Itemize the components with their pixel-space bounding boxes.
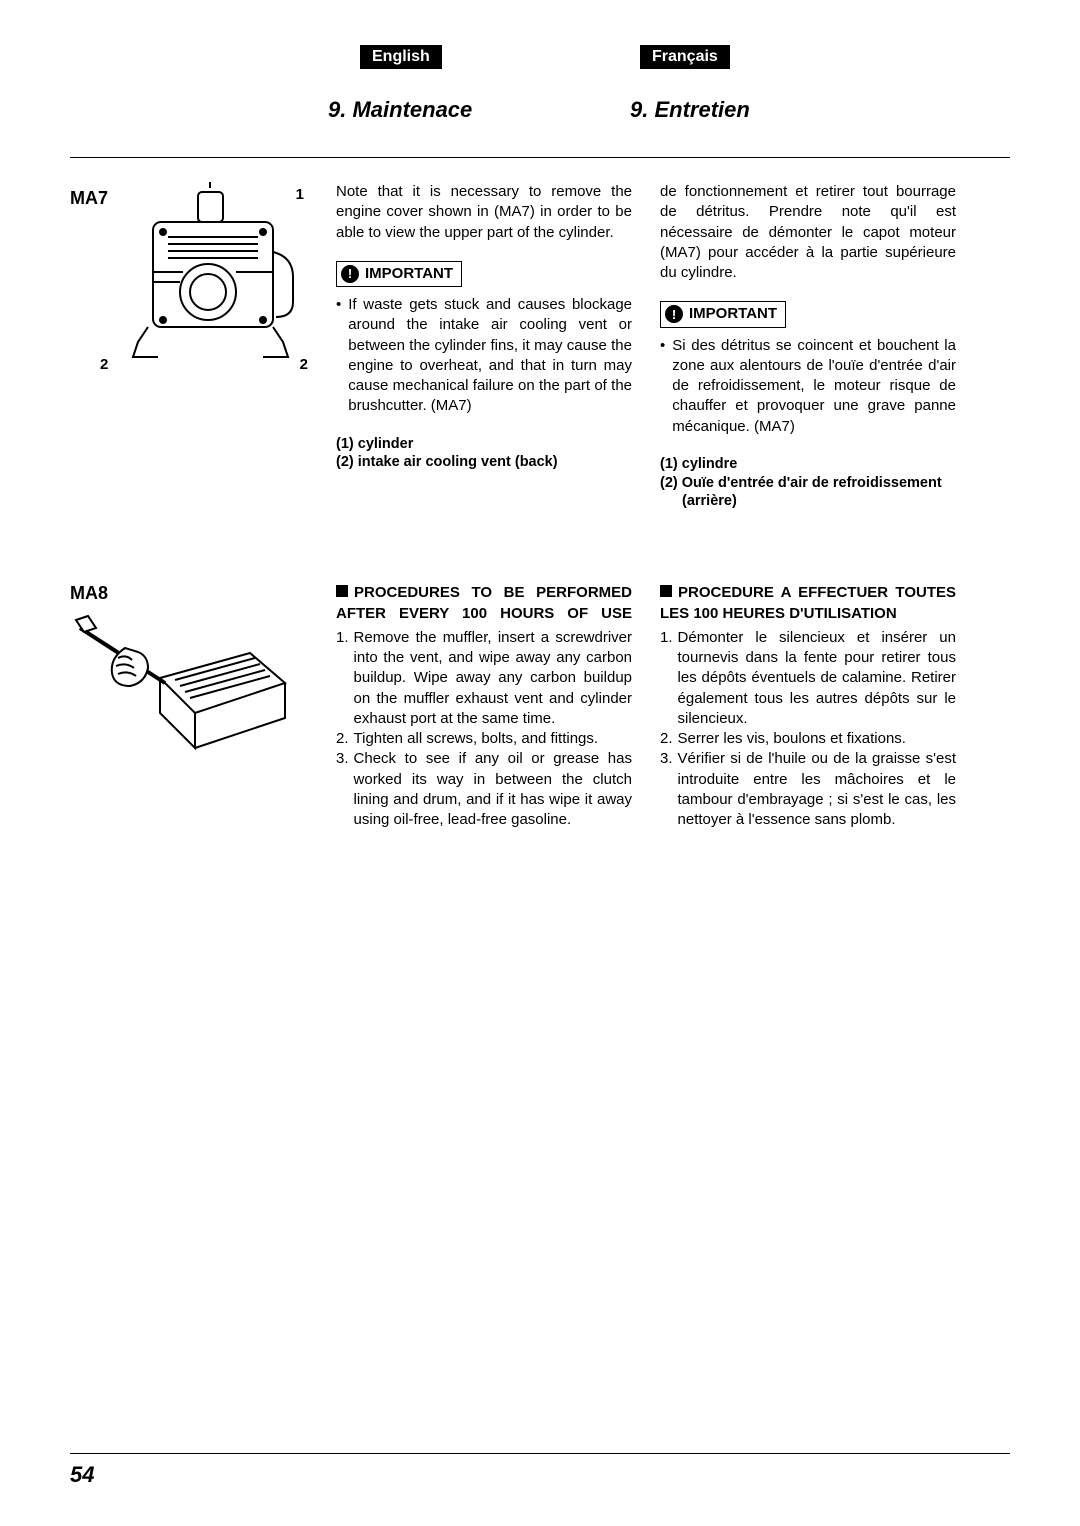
figure-ma8-column: MA8 <box>70 583 308 773</box>
list-number: 1. <box>660 628 673 729</box>
fr-step-1: 1.Démonter le silencieux et insérer un t… <box>660 628 956 729</box>
fr-note: de fonctionnement et retirer tout bourra… <box>660 182 956 283</box>
en-step-1: 1.Remove the muffler, insert a screwdriv… <box>336 628 632 729</box>
section-title-fr: 9. Entretien <box>630 97 750 123</box>
fr-warning-text: Si des détritus se coincent et bouchent … <box>672 336 956 437</box>
fr-legend-1: (1) cylindre <box>660 455 956 474</box>
language-header: English Français <box>70 45 1010 71</box>
top-rule <box>70 157 1010 158</box>
en-note: Note that it is necessary to remove the … <box>336 182 632 243</box>
en-legend-2: (2) intake air cooling vent (back) <box>336 453 632 472</box>
fr-step-2: 2.Serrer les vis, boulons et fixations. <box>660 729 956 749</box>
lang-badge-english: English <box>360 45 442 69</box>
figure-label-ma8: MA8 <box>70 583 308 604</box>
en-step-2: 2.Tighten all screws, bolts, and fitting… <box>336 729 632 749</box>
list-number: 2. <box>336 729 349 749</box>
french-column-2: PROCEDURE A EFFECTUER TOUTES LES 100 HEU… <box>660 583 956 830</box>
list-number: 1. <box>336 628 349 729</box>
en-legend-1: (1) cylinder <box>336 435 632 454</box>
section-titles: 9. Maintenace 9. Entretien <box>70 97 1010 121</box>
en-step-2-text: Tighten all screws, bolts, and fittings. <box>354 729 599 749</box>
callout-2a: 2 <box>100 356 108 373</box>
fr-step-2-text: Serrer les vis, boulons et fixations. <box>678 729 906 749</box>
fr-legend-2: (2) Ouïe d'entrée d'air de refroidisseme… <box>660 474 956 512</box>
list-number: 3. <box>660 749 673 830</box>
en-proc-heading-text: PROCEDURES TO BE PERFORMED AFTER EVERY 1… <box>336 584 632 621</box>
fr-proc-heading: PROCEDURE A EFFECTUER TOUTES LES 100 HEU… <box>660 583 956 624</box>
square-bullet-icon <box>660 585 672 597</box>
important-label-fr: IMPORTANT <box>689 304 777 324</box>
callout-1: 1 <box>296 186 304 203</box>
en-warning: • If waste gets stuck and causes blockag… <box>336 295 632 417</box>
bullet-dot: • <box>660 336 665 437</box>
fr-step-3-text: Vérifier si de l'huile ou de la graisse … <box>678 749 956 830</box>
figure-ma8 <box>70 608 308 773</box>
french-column-1: de fonctionnement et retirer tout bourra… <box>660 182 956 511</box>
row-ma7: MA7 <box>70 182 1010 511</box>
fr-legend: (1) cylindre (2) Ouïe d'entrée d'air de … <box>660 455 956 512</box>
bottom-rule <box>70 1453 1010 1454</box>
fr-step-3: 3.Vérifier si de l'huile ou de la graiss… <box>660 749 956 830</box>
engine-diagram-svg <box>108 182 308 372</box>
page-number: 54 <box>70 1462 94 1488</box>
important-label-en: IMPORTANT <box>365 264 453 284</box>
en-step-3-text: Check to see if any oil or grease has wo… <box>354 749 632 830</box>
list-number: 2. <box>660 729 673 749</box>
figure-ma7-column: MA7 <box>70 182 308 377</box>
en-warning-text: If waste gets stuck and causes blockage … <box>348 295 632 417</box>
figure-ma7: 1 2 2 <box>108 182 308 377</box>
important-icon: ! <box>665 305 683 323</box>
fr-warning: • Si des détritus se coincent et bouchen… <box>660 336 956 437</box>
figure-label-ma7: MA7 <box>70 188 108 209</box>
muffler-diagram-svg <box>70 608 308 768</box>
important-box-en: ! IMPORTANT <box>336 261 462 287</box>
important-box-fr: ! IMPORTANT <box>660 301 786 327</box>
fr-step-1-text: Démonter le silencieux et insérer un tou… <box>678 628 956 729</box>
english-column-1: Note that it is necessary to remove the … <box>336 182 632 472</box>
square-bullet-icon <box>336 585 348 597</box>
en-step-1-text: Remove the muffler, insert a screwdriver… <box>354 628 632 729</box>
important-icon: ! <box>341 265 359 283</box>
fr-proc-heading-text: PROCEDURE A EFFECTUER TOUTES LES 100 HEU… <box>660 584 956 621</box>
en-legend: (1) cylinder (2) intake air cooling vent… <box>336 435 632 473</box>
english-column-2: PROCEDURES TO BE PERFORMED AFTER EVERY 1… <box>336 583 632 830</box>
list-number: 3. <box>336 749 349 830</box>
callout-2b: 2 <box>300 356 308 373</box>
en-proc-heading: PROCEDURES TO BE PERFORMED AFTER EVERY 1… <box>336 583 632 624</box>
bullet-dot: • <box>336 295 341 417</box>
en-step-3: 3.Check to see if any oil or grease has … <box>336 749 632 830</box>
row-ma8: MA8 <box>70 583 1010 830</box>
section-title-en: 9. Maintenace <box>328 97 472 123</box>
lang-badge-french: Français <box>640 45 730 69</box>
